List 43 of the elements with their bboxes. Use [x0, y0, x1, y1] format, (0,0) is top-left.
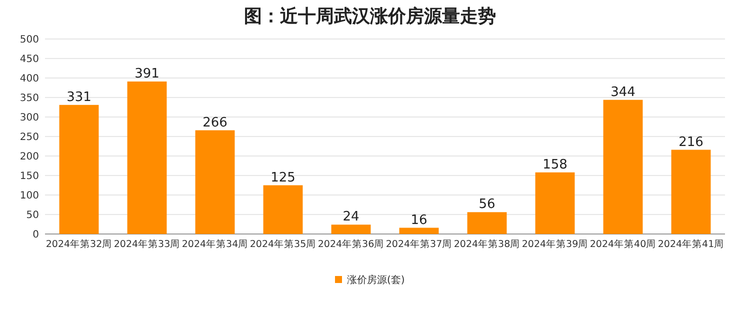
- x-tick-label: 2024年第37周: [386, 238, 452, 250]
- y-tick-label: 300: [20, 112, 39, 124]
- bar: [263, 185, 303, 234]
- data-label: 24: [342, 210, 360, 225]
- x-tick-label: 2024年第41周: [658, 238, 724, 250]
- x-tick-label: 2024年第38周: [454, 238, 520, 250]
- data-label: 56: [478, 197, 496, 212]
- y-tick-label: 150: [20, 171, 39, 182]
- x-tick-label: 2024年第39周: [522, 238, 588, 250]
- x-tick-label: 2024年第36周: [318, 238, 384, 250]
- bar: [671, 150, 711, 234]
- data-label: 266: [202, 115, 228, 130]
- data-label: 125: [270, 170, 296, 186]
- x-tick-label: 2024年第35周: [250, 238, 316, 250]
- y-tick-label: 100: [20, 190, 39, 202]
- y-tick-label: 350: [20, 93, 39, 104]
- bar: [535, 172, 575, 234]
- data-label: 16: [410, 212, 428, 228]
- y-tick-label: 250: [20, 132, 39, 143]
- bar: [195, 130, 235, 234]
- x-tick-label: 2024年第32周: [46, 238, 112, 250]
- bar: [331, 224, 371, 234]
- x-tick-label: 2024年第40周: [590, 238, 656, 250]
- x-tick-label: 2024年第34周: [182, 238, 248, 250]
- data-label: 391: [134, 66, 160, 82]
- bar: [399, 228, 439, 234]
- x-tick-label: 2024年第33周: [114, 238, 180, 250]
- y-tick-label: 50: [26, 210, 39, 221]
- legend-label: 涨价房源(套): [347, 274, 405, 286]
- y-tick-label: 450: [20, 54, 39, 65]
- y-tick-label: 500: [20, 34, 39, 46]
- chart-title: 图：近十周武汉涨价房源量走势: [244, 6, 496, 27]
- y-tick-label: 200: [20, 152, 39, 162]
- bar: [603, 100, 643, 234]
- data-label: 331: [66, 90, 92, 105]
- bar: [467, 212, 507, 234]
- y-tick-label: 400: [20, 74, 39, 84]
- data-label: 158: [542, 157, 568, 172]
- bar: [59, 104, 99, 234]
- bar: [127, 82, 167, 234]
- data-label: 216: [678, 134, 704, 150]
- data-label: 344: [610, 84, 636, 100]
- y-tick-label: 0: [32, 230, 39, 240]
